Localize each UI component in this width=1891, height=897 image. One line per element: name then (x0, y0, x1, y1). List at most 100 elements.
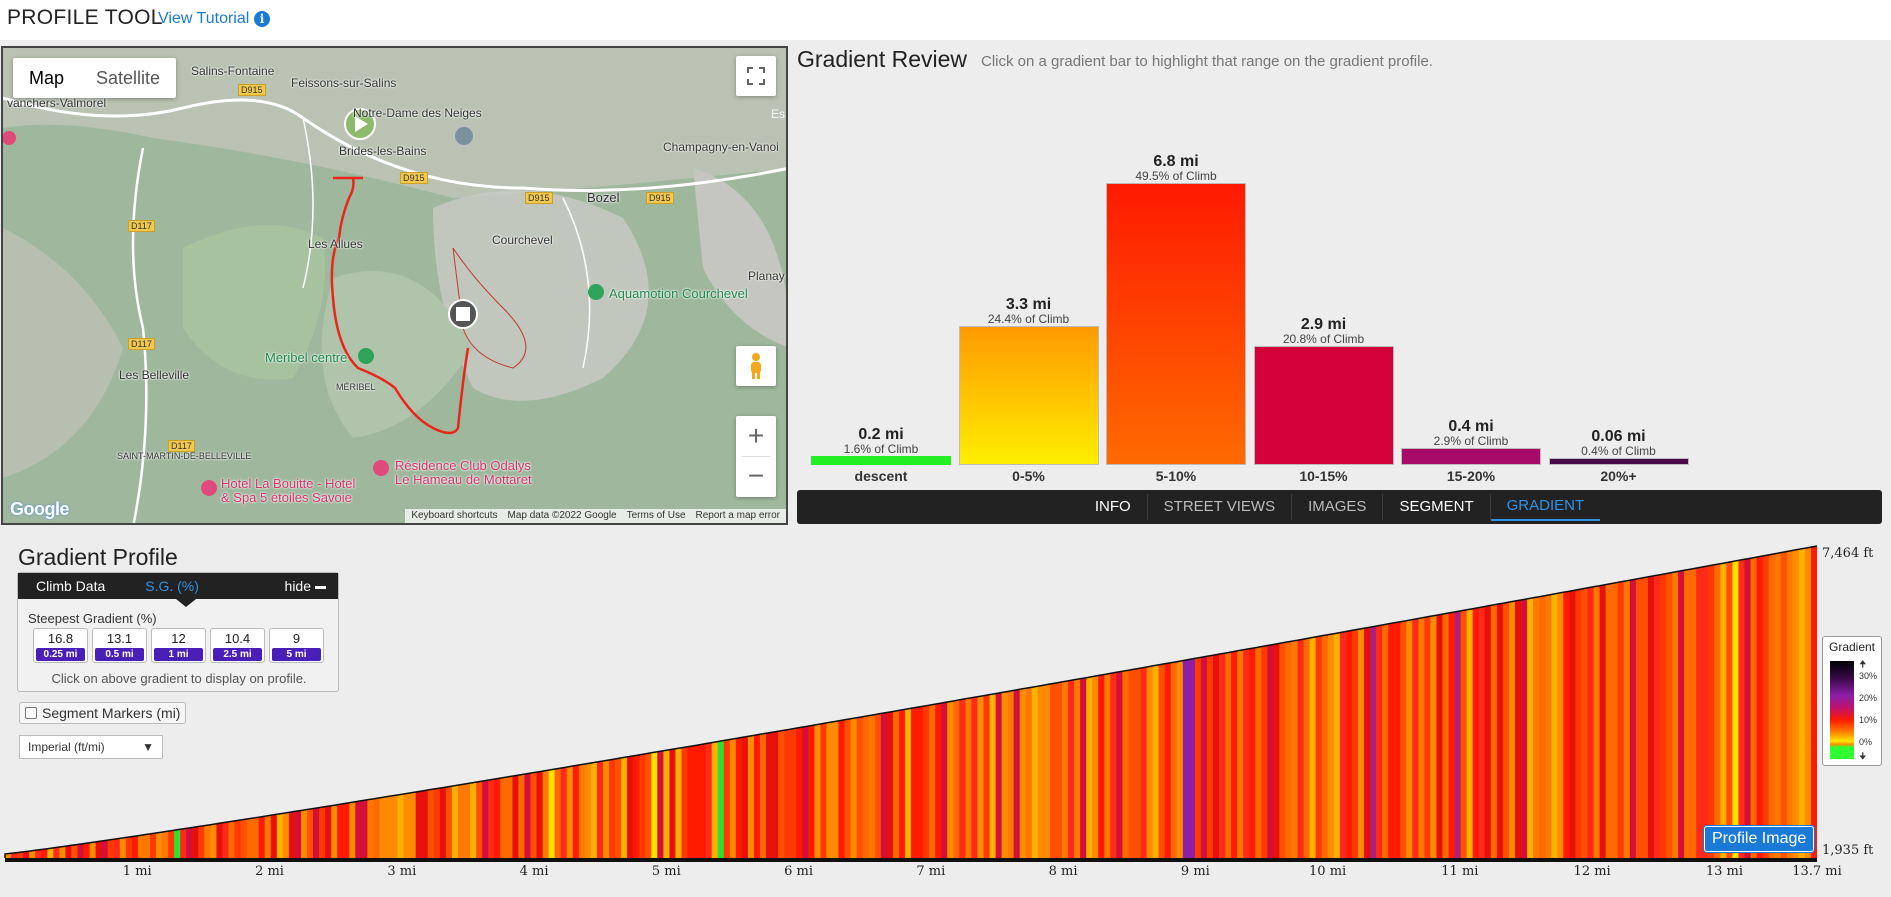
legend-tick: 0% (1859, 737, 1873, 747)
profile-outline (4, 545, 1818, 858)
view-tutorial-link[interactable]: View Tutorial (158, 10, 250, 27)
map-label-meribel: MÉRIBEL (336, 382, 376, 392)
fullscreen-icon[interactable] (736, 56, 776, 96)
steepest-gradient-box[interactable]: 9 5 mi (269, 628, 324, 663)
bar-percent-label: 20.8% of Climb (1282, 332, 1365, 347)
mile-label: 5 mi (651, 864, 681, 879)
info-icon[interactable]: i (254, 11, 270, 27)
map-label-meribel-centre[interactable]: Meribel centre (265, 350, 348, 365)
map-label-hotel-bouitte[interactable]: Hotel La Bouitte - Hotel (221, 476, 356, 491)
road-badge: D117 (128, 220, 155, 232)
bar-distance-label: 0.06 mi (1591, 428, 1646, 445)
chevron-down-icon: ▼ (142, 740, 154, 754)
map-footer: Keyboard shortcuts Map data ©2022 Google… (405, 509, 786, 523)
keyboard-shortcuts-link[interactable]: Keyboard shortcuts (411, 510, 498, 521)
gradient-legend: Gradient 🠉 30% 20% 10% 0% 🠋 (1822, 636, 1882, 766)
tab-sg-percent[interactable]: S.G. (%) (145, 578, 199, 594)
map-label-salins: Salins-Fontaine (191, 64, 275, 78)
route-map[interactable]: Map Satellite + − Salins-Fontaine Feisso… (1, 46, 788, 525)
bar-category-label: 20%+ (1600, 468, 1637, 484)
map-label-residence[interactable]: Résidence Club Odalys (395, 458, 531, 473)
steepest-distance: 0.25 mi (36, 648, 85, 661)
legend-down-arrow-icon: 🠋 (1859, 751, 1867, 761)
tab-images[interactable]: IMAGES (1292, 494, 1384, 520)
tab-street-views[interactable]: STREET VIEWS (1148, 494, 1293, 520)
tab-climb-data[interactable]: Climb Data (36, 578, 106, 594)
app-title: PROFILE TOOL (7, 6, 163, 29)
steepest-gradient-box[interactable]: 13.1 0.5 mi (92, 628, 147, 663)
distance-axis (5, 858, 1817, 862)
units-selected-value: Imperial (ft/mi) (28, 740, 105, 754)
gradient-bar-5[interactable] (1548, 458, 1689, 465)
map-label-feissons: Feissons-sur-Salins (291, 76, 397, 90)
map-type-map[interactable]: Map (29, 68, 65, 88)
road-badge: D915 (646, 192, 674, 204)
gradient-profile-chart[interactable] (0, 540, 1891, 880)
gradient-bar-4[interactable] (1401, 448, 1541, 465)
terms-of-use-link[interactable]: Terms of Use (626, 510, 686, 521)
map-type-satellite[interactable]: Satellite (96, 68, 161, 88)
gradient-bar-2[interactable] (1106, 182, 1246, 465)
bar-category-label: 0-5% (1012, 468, 1045, 484)
map-label-saint-martin: SAINT-MARTIN-DE-BELLEVILLE (117, 451, 252, 461)
bar-distance-label: 2.9 mi (1300, 316, 1347, 334)
gradient-bar-3[interactable] (1253, 346, 1394, 465)
road-badge: D915 (400, 172, 428, 184)
gradient-profile-title: Gradient Profile (18, 544, 178, 570)
google-logo: Google (10, 499, 70, 519)
steepest-gradient-box[interactable]: 16.8 0.25 mi (33, 628, 88, 663)
segment-markers-toggle[interactable]: Segment Markers (mi) (19, 702, 187, 724)
mile-label: 2 mi (255, 864, 284, 879)
map-type-toggle: Map Satellite (13, 58, 177, 98)
gradient-bar-0[interactable] (811, 455, 951, 465)
map-label-champagny: Champagny-en-Vanoi (663, 140, 779, 154)
steepest-value: 10.4 (224, 631, 251, 646)
tab-gradient[interactable]: GRADIENT (1490, 493, 1601, 521)
legend-tick: 10% (1859, 715, 1878, 725)
tab-info[interactable]: INFO (1079, 494, 1148, 520)
mile-label: 12 mi (1573, 864, 1611, 879)
tab-bar: INFO STREET VIEWS IMAGES SEGMENT GRADIEN… (797, 490, 1882, 524)
gradient-bar-1[interactable] (958, 325, 1099, 465)
segment-markers-checkbox[interactable] (25, 707, 37, 719)
report-map-error-link[interactable]: Report a map error (695, 510, 780, 521)
minus-icon (315, 585, 326, 589)
mile-label: 13.7 mi (1792, 864, 1842, 879)
top-bar: PROFILE TOOL View Tutorial i (0, 0, 1891, 40)
mile-label: 11 mi (1441, 864, 1479, 879)
steepest-value: 13.1 (106, 631, 133, 646)
bar-distance-label: 6.8 mi (1153, 152, 1199, 170)
road-badge: D915 (238, 84, 266, 96)
map-label-bozel: Bozel (587, 190, 620, 205)
bar-category-label: 15-20% (1446, 468, 1496, 484)
map-label-vanchers: vanchers-Valmorel (7, 96, 107, 110)
map-label-aquamotion[interactable]: Aquamotion Courchevel (609, 286, 748, 301)
gradient-review-chart: 0.2 mi 1.6% of Climb descent 3.3 mi 24.4% of… (797, 80, 1878, 485)
steepest-value: 16.8 (47, 631, 74, 646)
zoom-out-button[interactable]: − (747, 460, 765, 491)
steepest-gradient-box[interactable]: 12 1 mi (151, 628, 206, 663)
map-label-es: Es (771, 107, 786, 121)
hide-label: hide (284, 578, 311, 594)
map-data-attribution: Map data ©2022 Google (507, 510, 617, 521)
units-select[interactable]: Imperial (ft/mi) ▼ (19, 735, 163, 759)
steepest-gradient-box[interactable]: 10.4 2.5 mi (210, 628, 265, 663)
street-view-pegman-icon[interactable] (736, 346, 776, 386)
road-badge: D117 (168, 440, 195, 452)
gradient-review-subtitle: Click on a gradient bar to highlight tha… (981, 53, 1433, 70)
steepest-hint: Click on above gradient to display on pr… (51, 671, 307, 686)
map-label-hotel-bouitte-2[interactable]: & Spa 5 étoiles Savoie (221, 490, 352, 505)
mile-label: 6 mi (784, 864, 814, 879)
hide-panel-button[interactable]: hide (285, 578, 338, 594)
bar-percent-label: 49.5% of Climb (1135, 168, 1217, 183)
steepest-gradient-row: 16.8 0.25 mi 13.1 0.5 mi 12 1 mi 10.4 2.5 mi 9 5 … (33, 628, 324, 663)
map-label-residence-2[interactable]: Le Hameau de Mottaret (395, 472, 532, 487)
mile-label: 3 mi (387, 864, 417, 879)
mile-label: 8 mi (1048, 864, 1078, 879)
elevation-max-label: 7,464 ft (1822, 546, 1874, 561)
steepest-distance: 5 mi (272, 648, 321, 661)
zoom-in-button[interactable]: + (747, 420, 765, 451)
mile-label: 9 mi (1180, 864, 1210, 879)
profile-image-button[interactable]: Profile Image (1704, 826, 1815, 852)
tab-segment[interactable]: SEGMENT (1383, 494, 1491, 520)
